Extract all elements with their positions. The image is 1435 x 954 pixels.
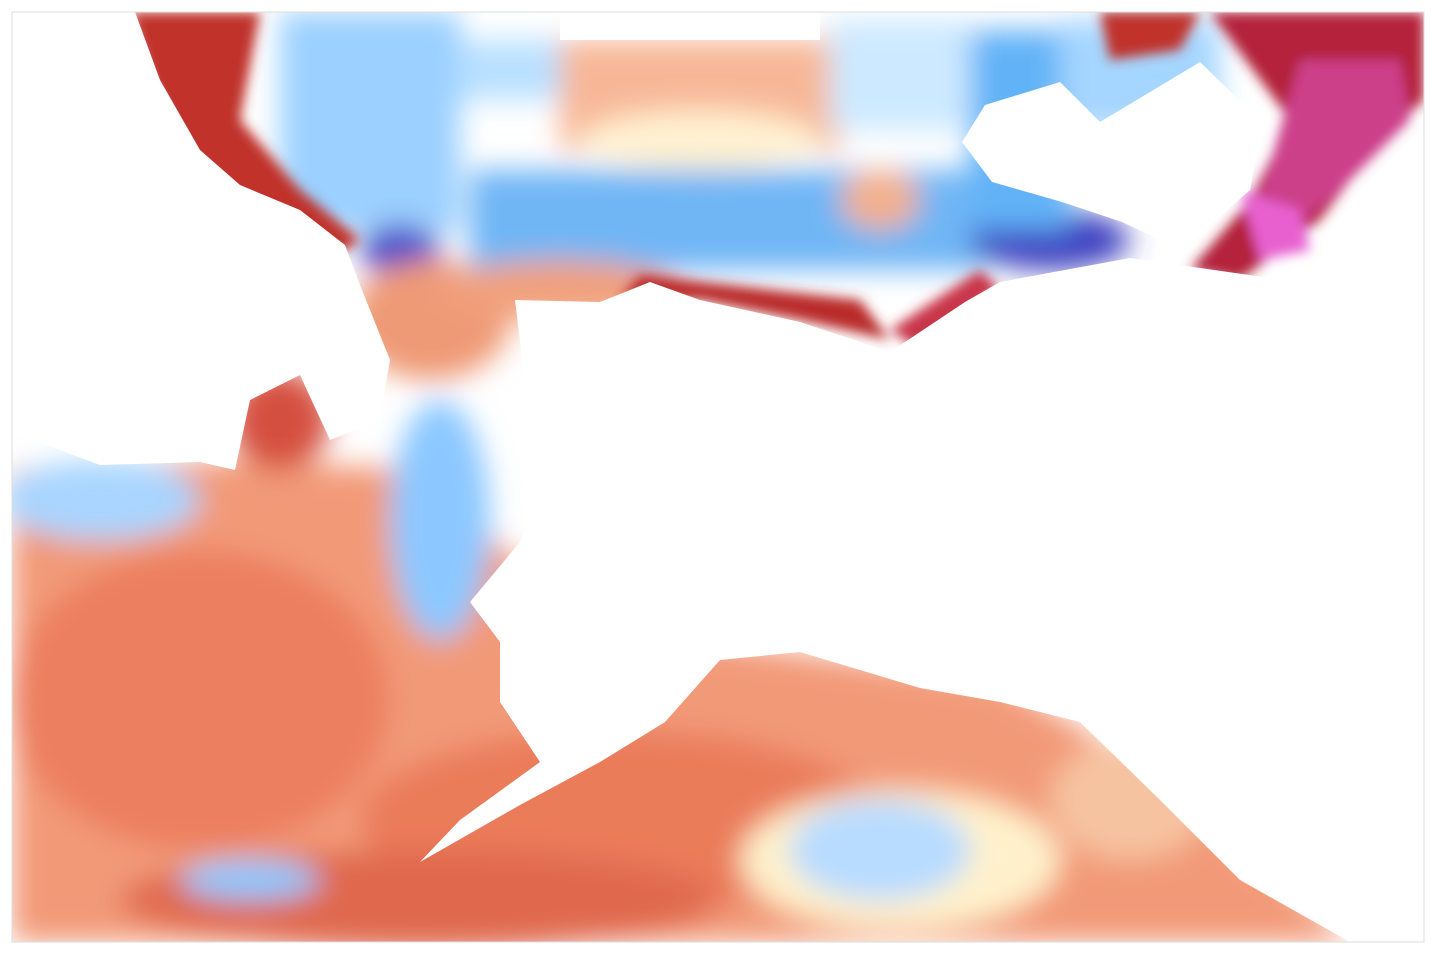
- sea-surface-anomaly: [12, 12, 1424, 942]
- coastal-anomaly: [12, 12, 1424, 350]
- land: [12, 12, 1424, 942]
- map-frame: [11, 11, 1425, 943]
